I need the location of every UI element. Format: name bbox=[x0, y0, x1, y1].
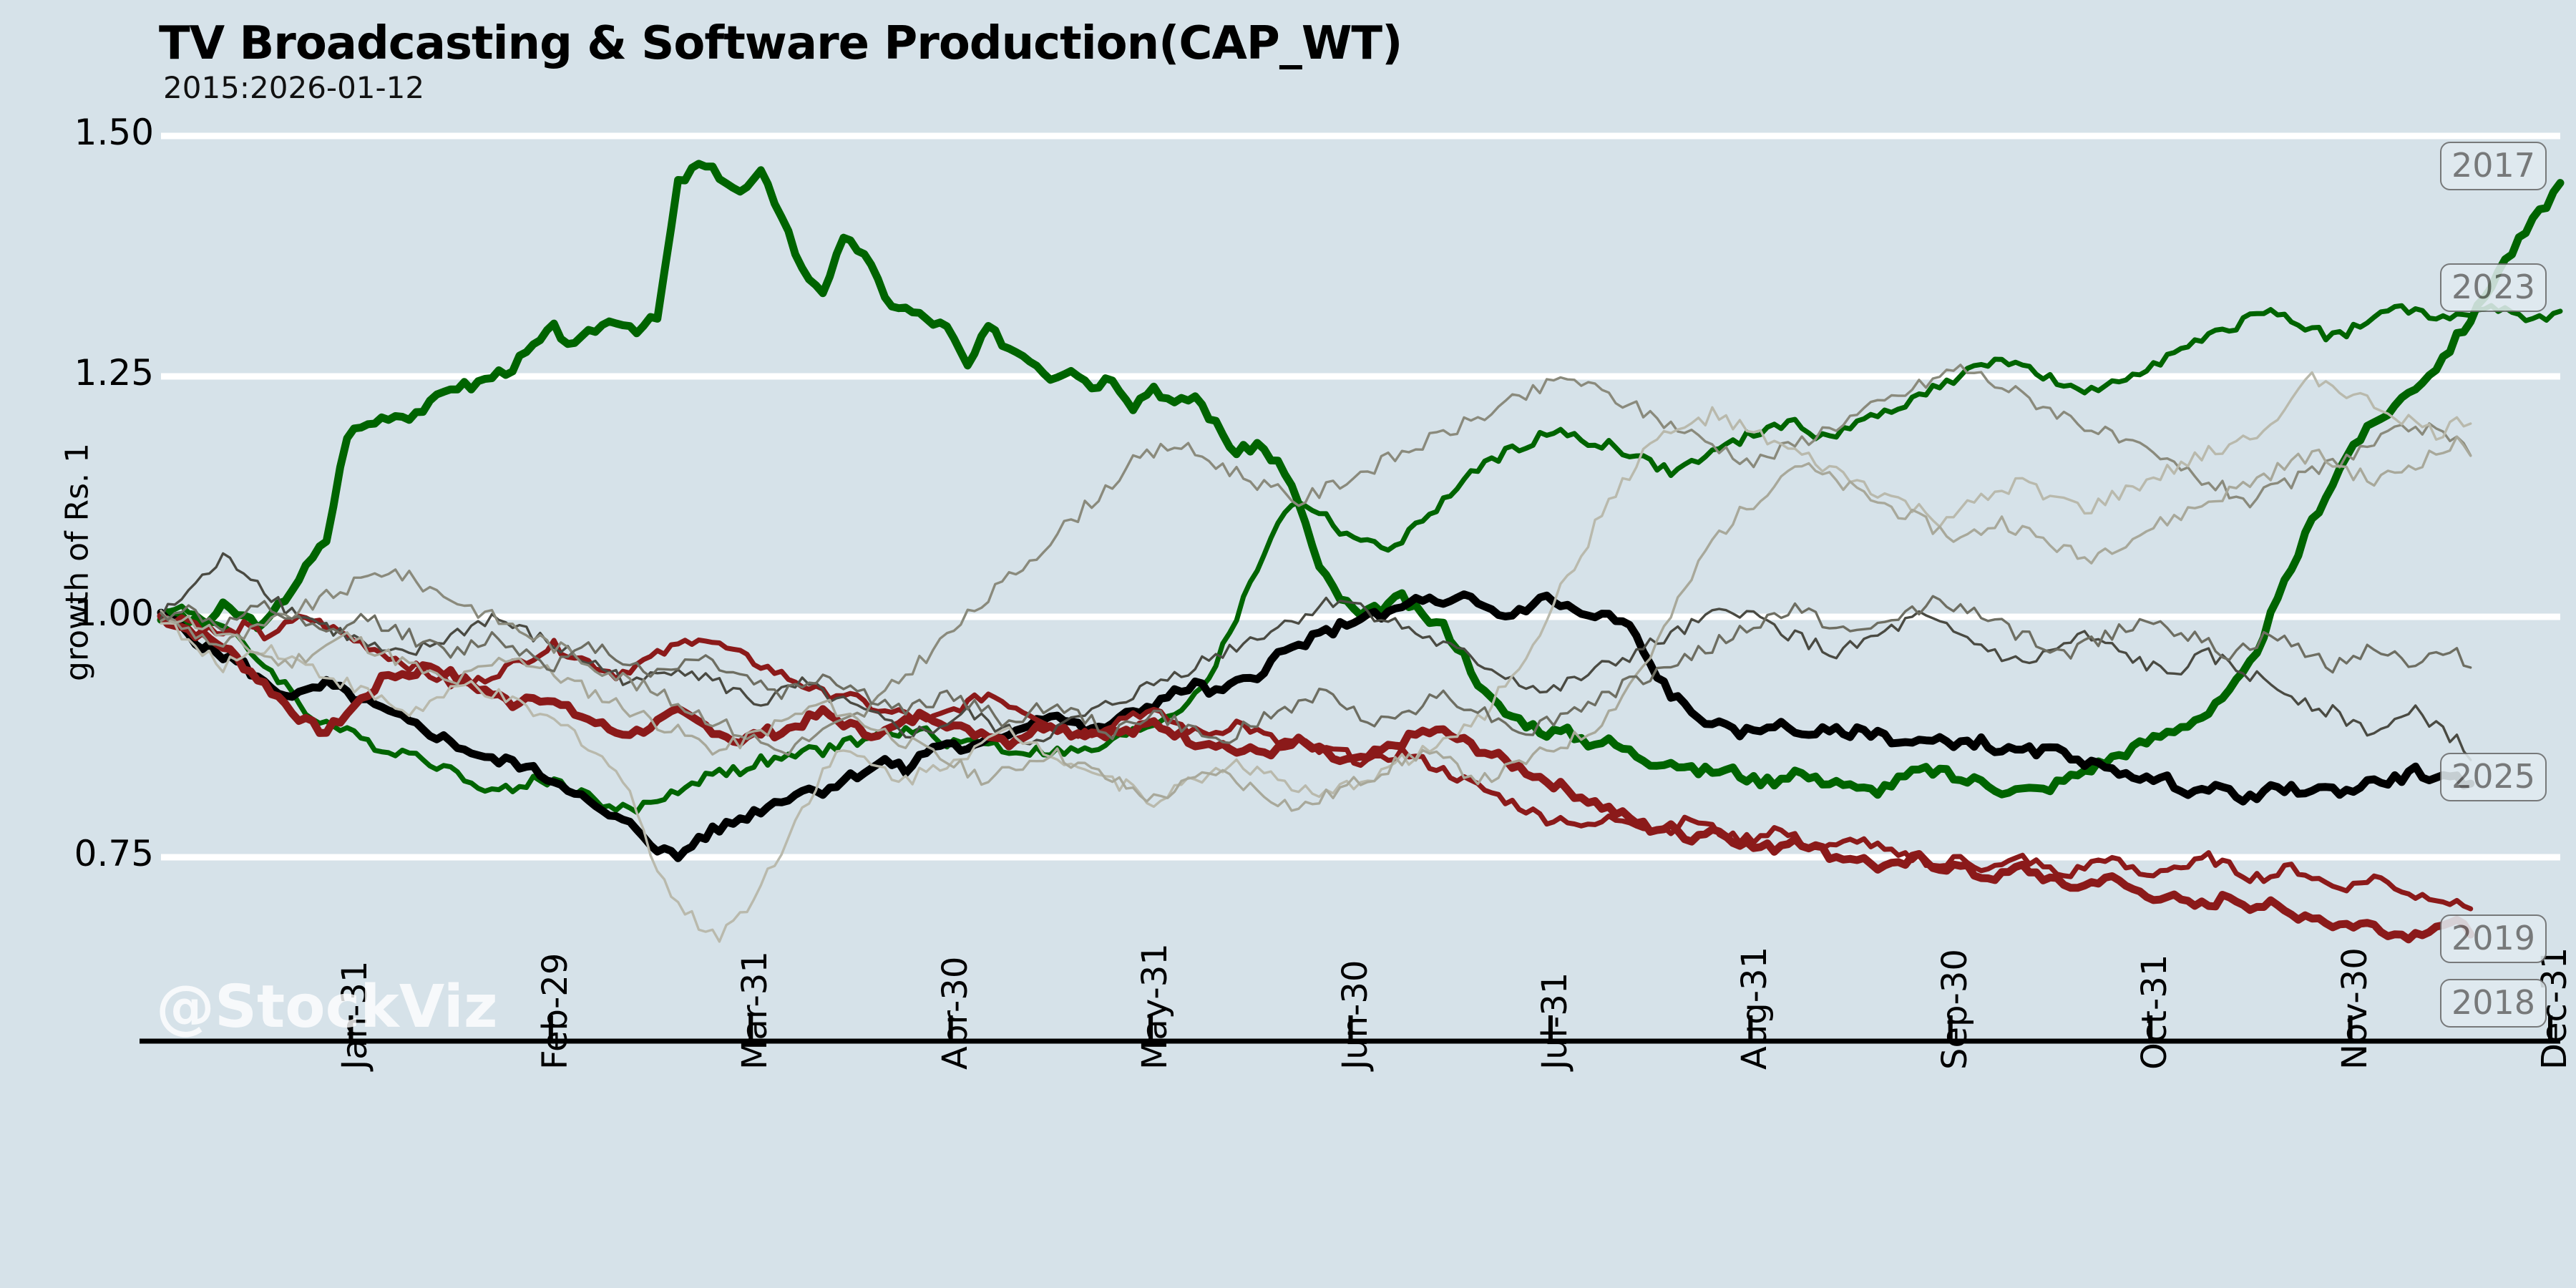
series-line-grey-b bbox=[160, 364, 2472, 756]
y-axis-tick-label: 0.75 bbox=[74, 833, 154, 874]
x-axis-tick-label: Nov-30 bbox=[2334, 947, 2375, 1070]
chart-subtitle: 2015:2026-01-12 bbox=[163, 70, 425, 105]
series-line-grey-c bbox=[160, 371, 2472, 943]
series-label-2023: 2023 bbox=[2440, 263, 2547, 312]
series-line-2018 bbox=[157, 612, 2475, 944]
series-line-2023 bbox=[158, 303, 2563, 815]
x-axis-tick-label: Mar-31 bbox=[735, 951, 776, 1070]
series-line-2025 bbox=[157, 590, 2475, 862]
y-axis-tick-label: 1.00 bbox=[74, 592, 154, 634]
x-axis-tick-label: Apr-30 bbox=[935, 956, 975, 1070]
y-axis-tick-label: 1.50 bbox=[74, 112, 154, 153]
series-label-2018: 2018 bbox=[2440, 979, 2547, 1028]
series-label-2017: 2017 bbox=[2440, 142, 2547, 190]
series-line-grey-a bbox=[160, 552, 2472, 761]
y-axis-label: growth of Rs. 1 bbox=[59, 443, 96, 681]
x-axis-tick-label: Jul-31 bbox=[1534, 972, 1575, 1070]
y-axis-tick-label: 1.25 bbox=[74, 352, 154, 394]
x-axis-tick-label: Jun-30 bbox=[1335, 960, 1375, 1070]
x-axis-tick-label: May-31 bbox=[1135, 943, 1176, 1070]
x-axis-tick-label: Aug-31 bbox=[1735, 946, 1775, 1070]
series-label-2019: 2019 bbox=[2440, 914, 2547, 963]
x-axis-tick-label: Feb-29 bbox=[535, 952, 575, 1070]
series-line-grey-e bbox=[160, 595, 2472, 744]
x-axis-tick-label: Sep-30 bbox=[1934, 949, 1975, 1070]
series-line-grey-d bbox=[160, 435, 2472, 812]
series-label-2025: 2025 bbox=[2440, 753, 2547, 801]
chart-title: TV Broadcasting & Software Production(CA… bbox=[159, 17, 1402, 70]
x-axis-tick-label: Oct-31 bbox=[2135, 954, 2175, 1070]
stockviz-watermark: @StockViz bbox=[156, 973, 498, 1041]
